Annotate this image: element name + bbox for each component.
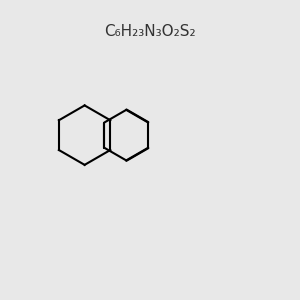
Text: C₆H₂₃N₃O₂S₂: C₆H₂₃N₃O₂S₂ <box>104 24 196 39</box>
